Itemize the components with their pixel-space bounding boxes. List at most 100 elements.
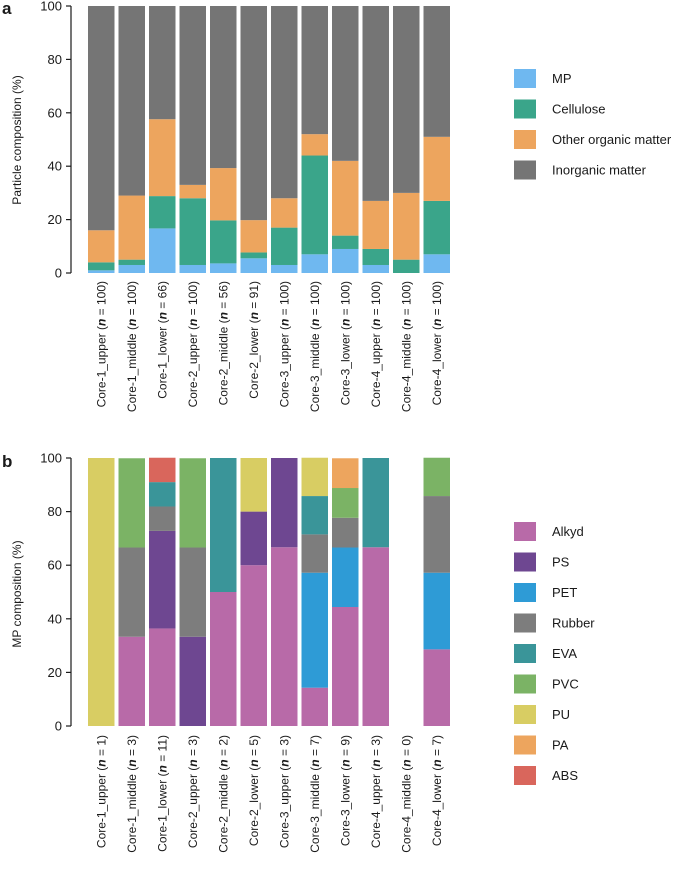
category-label: Core-1_upper (n = 100) xyxy=(94,281,108,407)
bar-segment-cellulose xyxy=(149,196,176,229)
bar-segment-pet xyxy=(332,547,359,608)
legend-label: ABS xyxy=(552,768,578,783)
bar-segment-other-organic-matter xyxy=(210,168,237,221)
legend-item: PU xyxy=(514,705,570,724)
bar-segment-mp xyxy=(210,263,237,273)
y-tick-label: 40 xyxy=(48,611,62,626)
y-tick-label: 0 xyxy=(55,266,62,281)
bar-segment-pvc xyxy=(332,488,359,518)
bar-segment-mp xyxy=(362,264,389,273)
bar-segment-eva xyxy=(210,458,237,592)
bar-segment-alkyd xyxy=(240,565,267,726)
category-label: Core-2_lower (n = 91) xyxy=(247,281,261,399)
panel-b-letter: b xyxy=(2,452,12,471)
legend-item: PET xyxy=(514,583,577,602)
y-tick-label: 60 xyxy=(48,105,62,120)
bar-segment-other-organic-matter xyxy=(179,184,206,199)
bar-segment-abs xyxy=(149,457,176,483)
bar-segment-cellulose xyxy=(88,262,115,271)
panel-a-legend: MP Cellulose Other organic matter Inorganic… xyxy=(514,69,672,180)
legend-label: PS xyxy=(552,555,570,570)
legend-swatch xyxy=(514,130,536,149)
legend-item: PS xyxy=(514,552,570,572)
bar-segment-alkyd xyxy=(362,547,389,726)
legend-label: Other organic matter xyxy=(552,132,672,147)
bar-segment-mp xyxy=(88,270,115,273)
legend-item: Other organic matter xyxy=(514,130,672,149)
bar-segment-alkyd xyxy=(301,687,328,726)
legend-item: PA xyxy=(514,735,569,755)
bar-segment-pa xyxy=(332,458,359,489)
legend-swatch xyxy=(514,99,536,119)
bar-segment-cellulose xyxy=(423,200,450,255)
category-label: Core-2_upper (n = 100) xyxy=(186,281,200,407)
bar-segment-ps xyxy=(179,636,206,726)
bar-segment-inorganic-matter xyxy=(271,6,298,199)
bar-segment-ps xyxy=(240,511,267,566)
bar-segment-cellulose xyxy=(240,252,267,259)
y-tick-label: 0 xyxy=(55,719,62,734)
bar-segment-other-organic-matter xyxy=(88,230,115,263)
bar-segment-inorganic-matter xyxy=(393,6,420,193)
legend-item: Inorganic matter xyxy=(514,160,647,180)
category-label: Core-2_middle (n = 56) xyxy=(216,281,230,405)
category-label: Core-2_middle (n = 2) xyxy=(216,735,230,853)
panel-a-y-axis-label: Particle composition (%) xyxy=(10,75,24,204)
bar-segment-mp xyxy=(149,228,176,273)
y-tick-label: 80 xyxy=(48,52,62,67)
category-label: Core-1_upper (n = 1) xyxy=(94,735,108,848)
category-label: Core-4_upper (n = 3) xyxy=(369,735,383,848)
y-tick-label: 100 xyxy=(40,451,62,466)
category-label: Core-4_lower (n = 100) xyxy=(430,281,444,405)
bar-segment-rubber xyxy=(118,547,145,637)
y-tick-label: 40 xyxy=(48,159,62,174)
bar-segment-other-organic-matter xyxy=(118,195,145,260)
legend-label: PU xyxy=(552,707,570,722)
bar-segment-eva xyxy=(301,496,328,535)
legend-swatch xyxy=(514,522,536,541)
category-label: Core-4_lower (n = 7) xyxy=(430,735,444,846)
bar-segment-cellulose xyxy=(332,235,359,249)
bar-segment-other-organic-matter xyxy=(149,119,176,197)
bar-segment-pu xyxy=(240,458,267,512)
bar-segment-pvc xyxy=(423,457,450,497)
bar-segment-pet xyxy=(423,572,450,650)
bar-segment-inorganic-matter xyxy=(210,6,237,169)
bar-segment-other-organic-matter xyxy=(240,220,267,253)
category-label: Core-4_upper (n = 100) xyxy=(369,281,383,407)
panel-a-bars xyxy=(88,6,450,273)
legend-item: Cellulose xyxy=(514,99,605,119)
legend-label: PET xyxy=(552,585,577,600)
bar-segment-rubber xyxy=(149,506,176,531)
y-tick-label: 20 xyxy=(48,212,62,227)
category-label: Core-3_lower (n = 100) xyxy=(338,281,352,405)
bar-segment-mp xyxy=(179,264,206,273)
bar-segment-ps xyxy=(271,458,298,548)
legend-swatch xyxy=(514,160,536,180)
bar-segment-cellulose xyxy=(179,198,206,265)
legend-swatch xyxy=(514,69,536,88)
legend-swatch xyxy=(514,552,536,572)
legend-swatch xyxy=(514,644,536,663)
bar-segment-pvc xyxy=(118,458,145,548)
bar-segment-other-organic-matter xyxy=(271,198,298,228)
bar-segment-other-organic-matter xyxy=(301,134,328,156)
category-label: Core-2_upper (n = 3) xyxy=(186,735,200,848)
legend-label: Rubber xyxy=(552,616,595,631)
panel-a: a Particle composition (%) 020406080100 … xyxy=(2,0,672,412)
y-tick-label: 100 xyxy=(40,0,62,14)
bar-segment-pu xyxy=(301,457,328,497)
panel-a-letter: a xyxy=(2,0,12,18)
legend-item: Rubber xyxy=(514,613,595,633)
bar-segment-inorganic-matter xyxy=(332,6,359,161)
category-label: Core-3_upper (n = 3) xyxy=(277,735,291,848)
y-tick-label: 60 xyxy=(48,558,62,573)
bar-segment-cellulose xyxy=(271,227,298,265)
bar-segment-rubber xyxy=(301,534,328,573)
bar-segment-alkyd xyxy=(423,649,450,726)
bar-segment-eva xyxy=(362,458,389,548)
category-label: Core-4_middle (n = 100) xyxy=(399,281,413,412)
bar-segment-other-organic-matter xyxy=(423,136,450,201)
bar-segment-alkyd xyxy=(271,547,298,726)
bar-segment-inorganic-matter xyxy=(179,6,206,185)
